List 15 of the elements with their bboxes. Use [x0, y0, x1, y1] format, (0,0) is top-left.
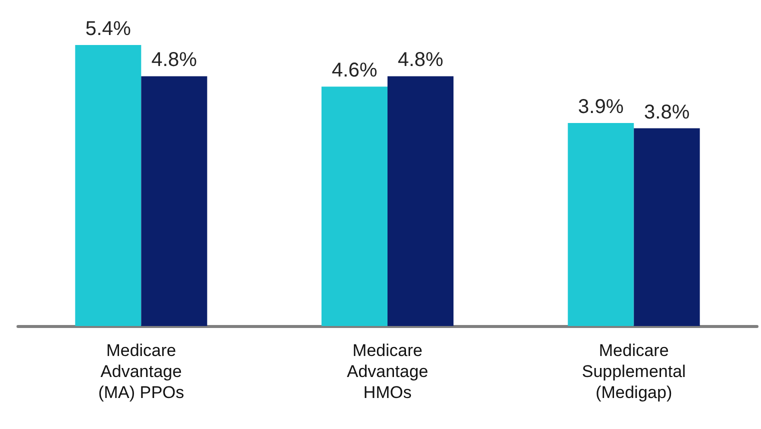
data-label: 5.4%	[85, 18, 132, 40]
data-label: 4.6%	[332, 60, 378, 82]
bar	[75, 45, 142, 326]
x-tick-label: Medicare Supplemental (Medigap)	[582, 341, 686, 402]
data-label: 4.8%	[151, 49, 198, 72]
bar	[634, 128, 700, 326]
data-label: 3.9%	[578, 96, 624, 118]
data-label: 4.8%	[398, 49, 444, 72]
bar	[388, 76, 454, 326]
x-tick-label: Medicare Advantage (MA) PPOs	[98, 341, 184, 402]
bar	[568, 123, 634, 326]
x-tick-label: Medicare Advantage HMOs	[346, 341, 428, 402]
data-label: 3.8%	[644, 101, 690, 124]
bar	[141, 76, 208, 326]
bar	[322, 86, 388, 326]
